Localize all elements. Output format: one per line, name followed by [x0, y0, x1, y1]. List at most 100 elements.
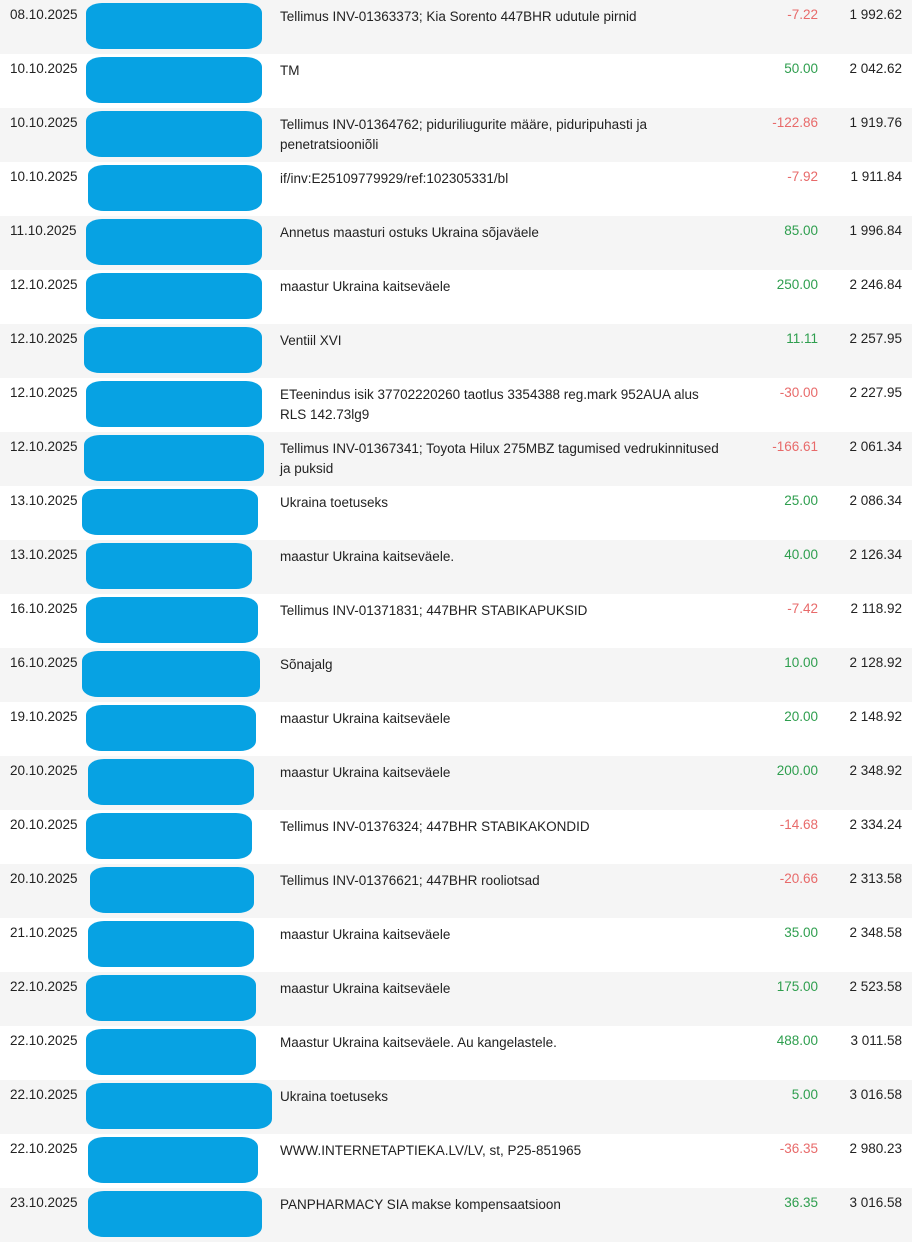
redacted-counterparty — [84, 435, 264, 481]
running-balance: 2 523.58 — [849, 979, 902, 994]
transaction-description: TM — [280, 63, 300, 78]
transaction-date: 20.10.2025 — [10, 817, 78, 832]
redacted-counterparty — [86, 3, 262, 49]
running-balance: 2 126.34 — [849, 547, 902, 562]
running-balance: 1 996.84 — [849, 223, 902, 238]
table-row[interactable]: 22.10.2025 Maastur Ukraina kaitseväele. A… — [0, 1026, 912, 1080]
redacted-counterparty — [88, 759, 254, 805]
redacted-counterparty — [82, 489, 258, 535]
transaction-date: 13.10.2025 — [10, 493, 78, 508]
running-balance: 3 016.58 — [849, 1195, 902, 1210]
running-balance: 3 011.58 — [850, 1033, 902, 1048]
transaction-description: maastur Ukraina kaitseväele. — [280, 549, 455, 564]
transaction-date: 22.10.2025 — [10, 1141, 78, 1156]
transaction-description: Tellimus INV-01367341; Toyota Hilux 275M… — [280, 441, 719, 476]
transaction-date: 23.10.2025 — [10, 1195, 78, 1210]
transaction-description: maastur Ukraina kaitseväele — [280, 279, 451, 294]
table-row[interactable]: 12.10.2025 maastur Ukraina kaitseväele 250… — [0, 270, 912, 324]
table-row[interactable]: 16.10.2025 Tellimus INV-01371831; 447BHR … — [0, 594, 912, 648]
redacted-counterparty — [86, 975, 256, 1021]
table-row[interactable]: 19.10.2025 maastur Ukraina kaitseväele 20.… — [0, 702, 912, 756]
transaction-amount: 50.00 — [784, 61, 818, 76]
running-balance: 2 257.95 — [849, 331, 902, 346]
table-row[interactable]: 13.10.2025 maastur Ukraina kaitseväele. 40… — [0, 540, 912, 594]
table-row[interactable]: 22.10.2025 WWW.INTERNETAPTIEKA.LV/LV, st,… — [0, 1134, 912, 1188]
transaction-date: 22.10.2025 — [10, 1087, 78, 1102]
table-row[interactable]: 12.10.2025 Ventiil XVI 11.11 2 257.95 — [0, 324, 912, 378]
running-balance: 2 086.34 — [849, 493, 902, 508]
transaction-description: Ukraina toetuseks — [280, 1089, 389, 1104]
transaction-amount: -7.42 — [787, 601, 818, 616]
table-row[interactable]: 10.10.2025 TM 50.00 2 042.62 — [0, 54, 912, 108]
transaction-date: 10.10.2025 — [10, 61, 78, 76]
redacted-counterparty — [88, 1137, 258, 1183]
table-row[interactable]: 11.10.2025 Annetus maasturi ostuks Ukrain… — [0, 216, 912, 270]
transaction-description: maastur Ukraina kaitseväele — [280, 927, 451, 942]
transaction-description: Annetus maasturi ostuks Ukraina sõjaväel… — [280, 225, 539, 240]
transaction-date: 19.10.2025 — [10, 709, 78, 724]
running-balance: 3 016.58 — [849, 1087, 902, 1102]
table-row[interactable]: 21.10.2025 maastur Ukraina kaitseväele 35.… — [0, 918, 912, 972]
transaction-description: ETeenindus isik 37702220260 taotlus 3354… — [280, 387, 699, 422]
transaction-amount: 5.00 — [791, 1087, 818, 1102]
redacted-counterparty — [88, 165, 262, 211]
redacted-counterparty — [86, 543, 252, 589]
transaction-date: 12.10.2025 — [10, 331, 78, 346]
transaction-amount: 250.00 — [776, 277, 818, 292]
transaction-date: 16.10.2025 — [10, 655, 78, 670]
transaction-date: 11.10.2025 — [10, 223, 77, 238]
transaction-amount: -30.00 — [779, 385, 818, 400]
table-row[interactable]: 20.10.2025 Tellimus INV-01376324; 447BHR … — [0, 810, 912, 864]
transaction-amount: 36.35 — [784, 1195, 818, 1210]
transaction-description: if/inv:E25109779929/ref:102305331/bl — [280, 171, 509, 186]
running-balance: 1 911.84 — [850, 169, 902, 184]
transaction-date: 10.10.2025 — [10, 169, 78, 184]
table-row[interactable]: 23.10.2025 PANPHARMACY SIA makse kompensa… — [0, 1188, 912, 1242]
transaction-amount: -7.22 — [787, 7, 818, 22]
running-balance: 2 128.92 — [849, 655, 902, 670]
table-row[interactable]: 12.10.2025 ETeenindus isik 37702220260 ta… — [0, 378, 912, 432]
running-balance: 2 348.58 — [849, 925, 902, 940]
transaction-date: 08.10.2025 — [10, 7, 78, 22]
transaction-description: Tellimus INV-01363373; Kia Sorento 447BH… — [280, 9, 637, 24]
transaction-amount: 175.00 — [776, 979, 818, 994]
transaction-date: 21.10.2025 — [10, 925, 78, 940]
table-row[interactable]: 10.10.2025 Tellimus INV-01364762; piduril… — [0, 108, 912, 162]
running-balance: 2 980.23 — [849, 1141, 902, 1156]
table-row[interactable]: 20.10.2025 maastur Ukraina kaitseväele 200… — [0, 756, 912, 810]
redacted-counterparty — [86, 57, 262, 103]
transaction-description: WWW.INTERNETAPTIEKA.LV/LV, st, P25-85196… — [280, 1143, 582, 1158]
table-row[interactable]: 16.10.2025 Sõnajalg 10.00 2 128.92 — [0, 648, 912, 702]
transaction-description: maastur Ukraina kaitseväele — [280, 765, 451, 780]
transaction-amount: 35.00 — [784, 925, 818, 940]
transaction-amount: -166.61 — [772, 439, 818, 454]
transaction-date: 13.10.2025 — [10, 547, 78, 562]
transaction-description: maastur Ukraina kaitseväele — [280, 711, 451, 726]
transaction-description: Ventiil XVI — [280, 333, 342, 348]
transaction-description: maastur Ukraina kaitseväele — [280, 981, 451, 996]
transaction-amount: -14.68 — [779, 817, 818, 832]
table-row[interactable]: 08.10.2025 Tellimus INV-01363373; Kia Sor… — [0, 0, 912, 54]
table-row[interactable]: 22.10.2025 Ukraina toetuseks 5.00 3 016.58 — [0, 1080, 912, 1134]
table-row[interactable]: 12.10.2025 Tellimus INV-01367341; Toyota … — [0, 432, 912, 486]
transaction-description: Tellimus INV-01371831; 447BHR STABIKAPUK… — [280, 603, 588, 618]
transaction-amount: 10.00 — [784, 655, 818, 670]
transaction-description: Tellimus INV-01364762; piduriliugurite m… — [280, 117, 647, 152]
transaction-amount: 40.00 — [784, 547, 818, 562]
redacted-counterparty — [88, 921, 254, 967]
table-row[interactable]: 20.10.2025 Tellimus INV-01376621; 447BHR … — [0, 864, 912, 918]
redacted-counterparty — [86, 111, 262, 157]
redacted-counterparty — [86, 1029, 256, 1075]
redacted-counterparty — [86, 219, 262, 265]
table-row[interactable]: 10.10.2025 if/inv:E25109779929/ref:102305… — [0, 162, 912, 216]
redacted-counterparty — [90, 867, 254, 913]
redacted-counterparty — [86, 597, 258, 643]
transaction-description: Tellimus INV-01376324; 447BHR STABIKAKON… — [280, 819, 590, 834]
table-row[interactable]: 22.10.2025 maastur Ukraina kaitseväele 175… — [0, 972, 912, 1026]
running-balance: 2 227.95 — [849, 385, 902, 400]
running-balance: 2 118.92 — [850, 601, 902, 616]
redacted-counterparty — [86, 705, 256, 751]
table-row[interactable]: 13.10.2025 Ukraina toetuseks 25.00 2 086.34 — [0, 486, 912, 540]
transaction-amount: 25.00 — [784, 493, 818, 508]
